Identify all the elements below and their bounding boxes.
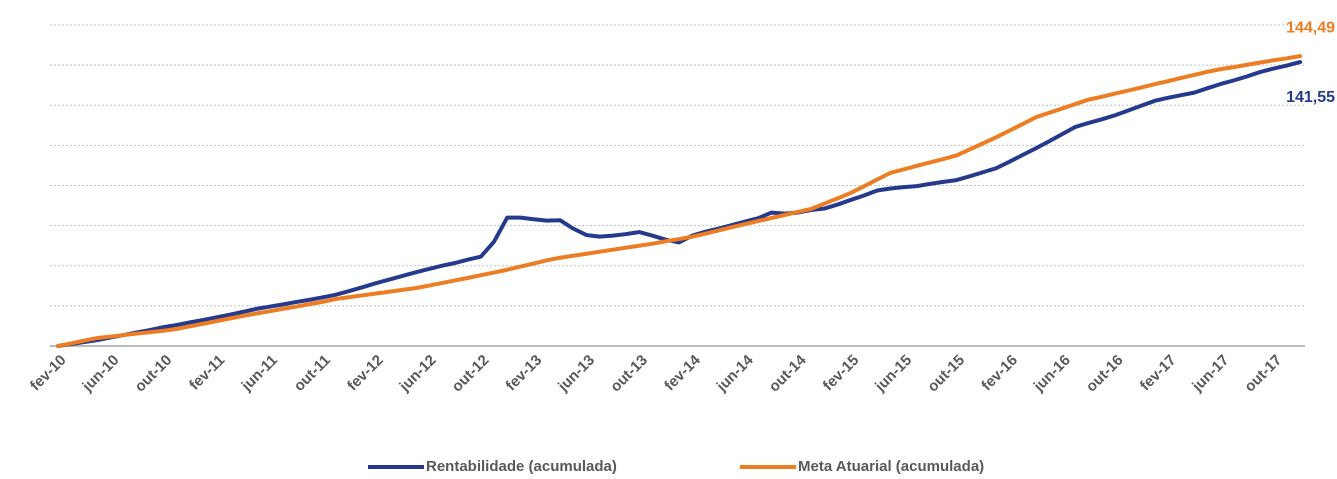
x-tick-label: jun-14 <box>713 351 757 395</box>
x-tick-label: out-17 <box>1241 352 1285 396</box>
x-tick-label: jun-11 <box>238 352 281 395</box>
x-tick-label: jun-16 <box>1030 352 1074 396</box>
x-tick-label: fev-15 <box>820 352 863 395</box>
series-line <box>56 60 1302 348</box>
x-tick-label: out-14 <box>766 351 810 395</box>
data-label: 141,55 <box>1286 89 1335 106</box>
series-line <box>56 54 1302 348</box>
x-tick-label: fev-13 <box>503 352 546 395</box>
x-tick-label: fev-11 <box>186 352 228 394</box>
x-tick-label: jun-15 <box>871 352 915 396</box>
x-tick-label: out-15 <box>924 352 968 396</box>
x-tick-label: out-16 <box>1083 352 1127 396</box>
x-tick-label: out-13 <box>607 352 651 396</box>
x-tick-label: fev-14 <box>661 351 704 394</box>
x-tick-label: out-10 <box>131 352 175 396</box>
x-tick-label: fev-10 <box>27 352 70 395</box>
x-tick-label: fev-12 <box>344 352 387 395</box>
data-label: 144,49 <box>1286 19 1335 36</box>
x-tick-label: jun-13 <box>554 352 598 396</box>
x-tick-label: jun-12 <box>396 352 440 396</box>
x-tick-label: fev-17 <box>1137 352 1180 395</box>
x-tick-label: jun-10 <box>79 352 123 396</box>
x-tick-label: fev-16 <box>978 352 1021 395</box>
legend-label: Meta Atuarial (acumulada) <box>798 458 984 475</box>
x-tick-label: out-12 <box>449 352 493 396</box>
x-tick-label: jun-17 <box>1188 352 1232 396</box>
x-tick-label: out-11 <box>291 352 334 395</box>
legend-label: Rentabilidade (acumulada) <box>426 458 617 475</box>
